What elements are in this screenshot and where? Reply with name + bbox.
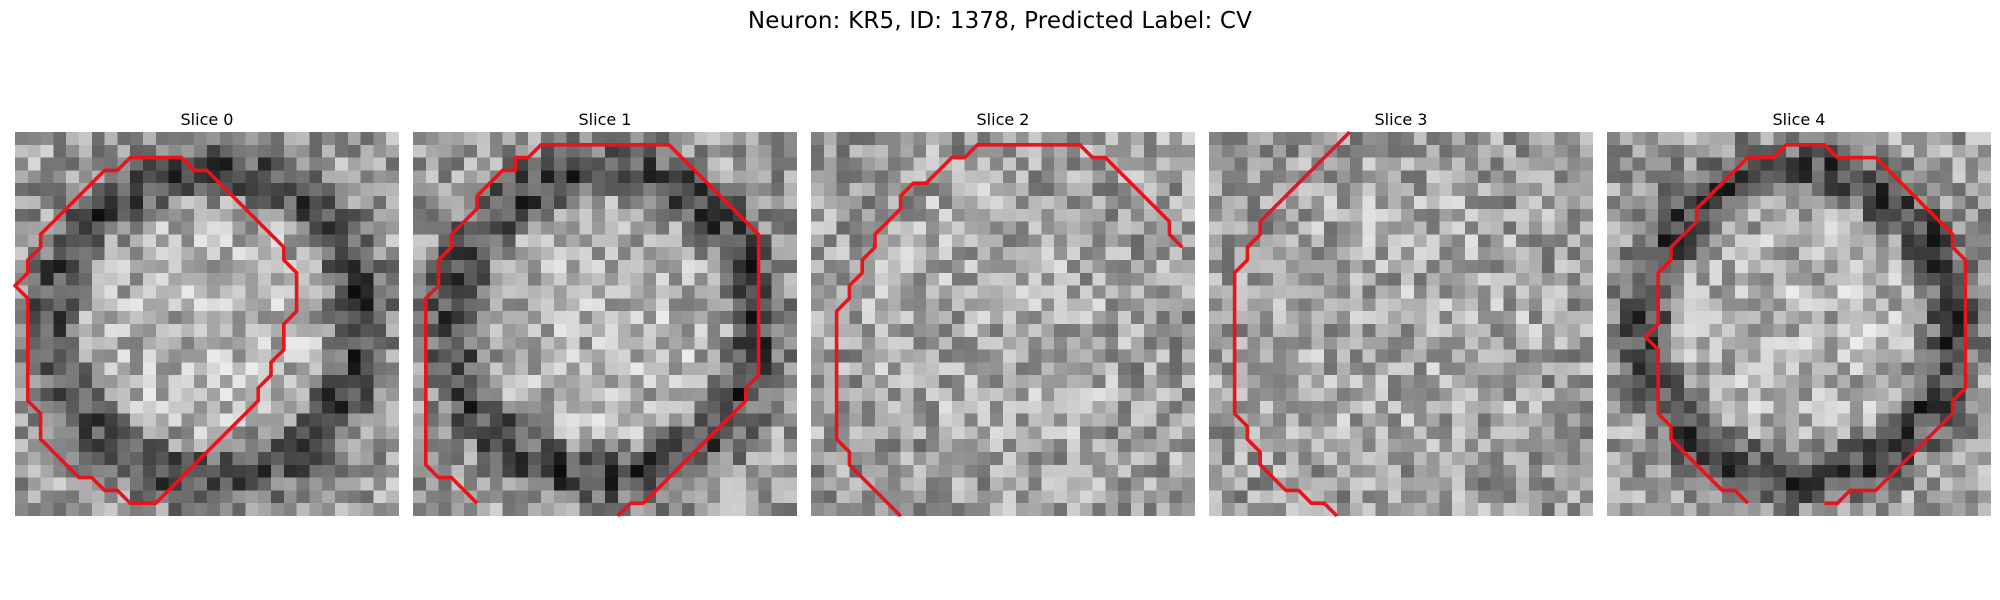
cell-contour	[1232, 130, 1352, 518]
slice-title: Slice 2	[976, 110, 1030, 129]
slice-image	[1607, 132, 1991, 516]
slice-panel-4: Slice 4	[1607, 108, 1991, 516]
slice-panel-0: Slice 0	[13, 108, 399, 516]
slice-panel-1: Slice 1	[413, 108, 797, 518]
slice-title: Slice 4	[1772, 110, 1826, 129]
slice-image	[811, 132, 1195, 516]
cell-contour	[834, 143, 1184, 518]
contour-line	[834, 143, 1184, 518]
slice-image	[1209, 132, 1593, 516]
slice-title: Slice 3	[1374, 110, 1428, 129]
contour-line	[13, 155, 299, 505]
slice-title: Slice 1	[578, 110, 632, 129]
cell-contour	[1643, 143, 1968, 505]
slice-title: Slice 0	[180, 110, 234, 129]
slice-panel-3: Slice 3	[1209, 108, 1593, 518]
contour-line	[1643, 143, 1968, 505]
contour-line	[1232, 130, 1352, 518]
cell-contour	[13, 155, 299, 505]
cell-contour	[424, 143, 761, 518]
figure-title: Neuron: KR5, ID: 1378, Predicted Label: …	[747, 8, 1253, 34]
contour-line	[424, 143, 761, 518]
slice-panel-2: Slice 2	[811, 108, 1195, 518]
